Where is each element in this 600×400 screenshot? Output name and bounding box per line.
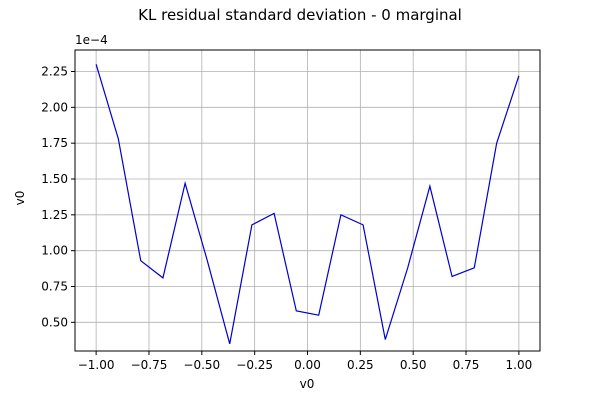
x-axis-ticks: −1.00 −0.75 −0.50 −0.25 0.00 0.25 0.50 0.75 1.00 — [78, 351, 532, 372]
y-axis-ticks: 0.50 0.75 1.00 1.25 1.50 1.75 2.00 2.25 — [41, 65, 75, 329]
grid-lines — [75, 50, 540, 351]
x-tick-label: 0.75 — [453, 358, 480, 372]
y-tick-label: 1.50 — [41, 172, 68, 186]
y-tick-label: 2.25 — [41, 65, 68, 79]
x-tick-label: 0.50 — [400, 358, 427, 372]
x-tick-label: 1.00 — [506, 358, 533, 372]
plot-frame — [74, 49, 541, 352]
y-axis-label: v0 — [13, 191, 27, 206]
x-tick-label: −0.25 — [236, 358, 273, 372]
y-tick-label: 0.75 — [41, 280, 68, 294]
x-tick-label: −0.50 — [183, 358, 220, 372]
y-tick-label: 2.00 — [41, 100, 68, 114]
y-tick-label: 0.50 — [41, 315, 68, 329]
x-tick-label: −1.00 — [78, 358, 115, 372]
chart-title: KL residual standard deviation - 0 margi… — [138, 6, 462, 24]
y-offset-label: 1e−4 — [75, 33, 108, 47]
y-tick-label: 1.75 — [41, 136, 68, 150]
y-tick-label: 1.00 — [41, 244, 68, 258]
y-tick-label: 1.25 — [41, 208, 68, 222]
series-line — [95, 64, 520, 344]
x-tick-label: 0.00 — [294, 358, 321, 372]
x-axis-label: v0 — [300, 377, 315, 391]
x-tick-label: 0.25 — [347, 358, 374, 372]
x-tick-label: −0.75 — [131, 358, 168, 372]
